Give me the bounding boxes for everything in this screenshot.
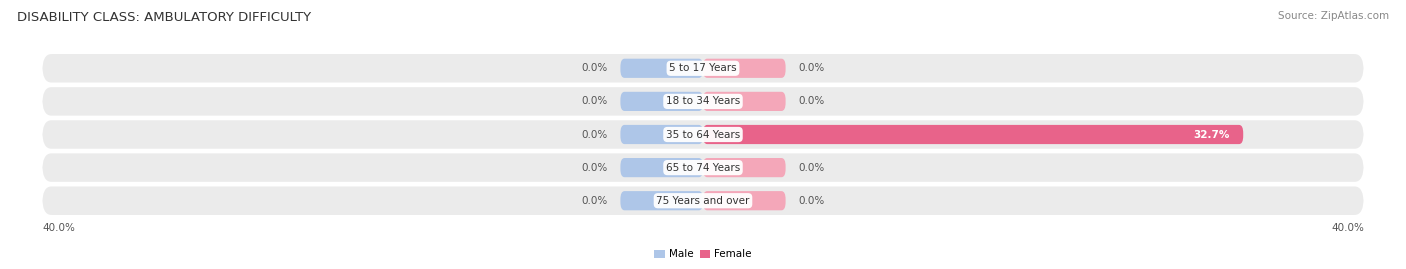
- FancyBboxPatch shape: [703, 125, 1243, 144]
- Text: 40.0%: 40.0%: [1331, 223, 1364, 233]
- Text: 40.0%: 40.0%: [42, 223, 75, 233]
- Text: 0.0%: 0.0%: [799, 96, 825, 107]
- Text: 0.0%: 0.0%: [799, 196, 825, 206]
- FancyBboxPatch shape: [620, 125, 703, 144]
- FancyBboxPatch shape: [620, 191, 703, 210]
- Text: 5 to 17 Years: 5 to 17 Years: [669, 63, 737, 73]
- Text: 18 to 34 Years: 18 to 34 Years: [666, 96, 740, 107]
- FancyBboxPatch shape: [42, 186, 1364, 215]
- Text: 0.0%: 0.0%: [581, 162, 607, 173]
- FancyBboxPatch shape: [703, 158, 786, 177]
- Text: 75 Years and over: 75 Years and over: [657, 196, 749, 206]
- FancyBboxPatch shape: [703, 59, 786, 78]
- Text: 35 to 64 Years: 35 to 64 Years: [666, 129, 740, 140]
- Text: 0.0%: 0.0%: [799, 63, 825, 73]
- FancyBboxPatch shape: [620, 59, 703, 78]
- Text: 0.0%: 0.0%: [799, 162, 825, 173]
- FancyBboxPatch shape: [42, 87, 1364, 116]
- Text: 0.0%: 0.0%: [581, 96, 607, 107]
- Text: 65 to 74 Years: 65 to 74 Years: [666, 162, 740, 173]
- Text: 0.0%: 0.0%: [581, 196, 607, 206]
- Text: DISABILITY CLASS: AMBULATORY DIFFICULTY: DISABILITY CLASS: AMBULATORY DIFFICULTY: [17, 11, 311, 24]
- FancyBboxPatch shape: [42, 54, 1364, 83]
- Text: Source: ZipAtlas.com: Source: ZipAtlas.com: [1278, 11, 1389, 21]
- Text: 32.7%: 32.7%: [1194, 129, 1230, 140]
- FancyBboxPatch shape: [703, 191, 786, 210]
- Text: 0.0%: 0.0%: [581, 129, 607, 140]
- FancyBboxPatch shape: [620, 92, 703, 111]
- FancyBboxPatch shape: [620, 158, 703, 177]
- FancyBboxPatch shape: [42, 120, 1364, 149]
- FancyBboxPatch shape: [42, 153, 1364, 182]
- Legend: Male, Female: Male, Female: [650, 245, 756, 264]
- Text: 0.0%: 0.0%: [581, 63, 607, 73]
- FancyBboxPatch shape: [703, 92, 786, 111]
